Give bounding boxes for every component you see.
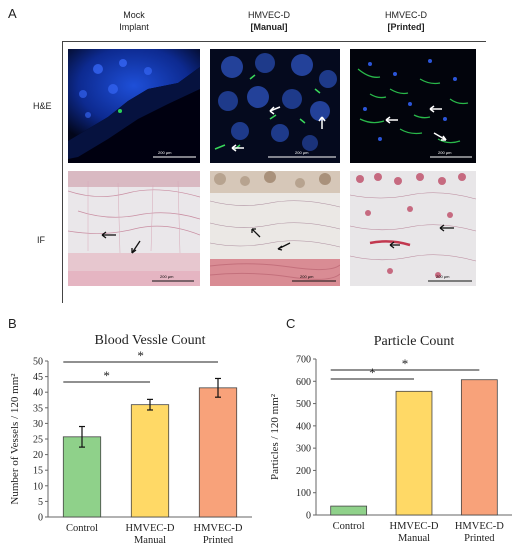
panel-label-b: B [8,316,17,331]
y-tick-label: 15 [33,466,43,477]
bar [460,379,498,516]
x-tick-label: Control [333,521,365,532]
bar [330,505,368,516]
blood-vessel-count-chart: Blood Vessle Count Number of Vessels / 12… [9,333,252,546]
y-tick-label: 0 [306,511,311,522]
panel-label-c: C [286,316,296,331]
bar [395,390,433,516]
micrograph-printed-top: 200 µm [350,49,476,163]
y-tick-label: 400 [296,421,311,432]
micrograph-manual-top: 200 µm [210,49,340,163]
scale-bar-label: 200 µm [300,274,314,279]
y-tick-label: 5 [38,497,43,508]
y-tick-label: 45 [33,372,43,383]
x-tick-label: Printed [464,533,495,544]
y-tick-label: 500 [296,399,311,410]
x-tick-label: HMVEC-D [126,523,175,534]
particle-count-chart: Particle Count Particles / 120 mm² 0 100 200… [269,334,512,544]
bar [62,436,102,518]
column-header-mock: Mock Implant [79,9,189,33]
micrograph-printed-bottom: 200 µm [350,171,476,286]
chart-title: Blood Vessle Count [95,333,206,348]
significance-marker: * [402,356,409,371]
significance-marker: * [369,365,376,380]
y-tick-label: 600 [296,377,311,388]
panel-label-a: A [8,6,17,21]
significance-marker: * [103,368,110,383]
scale-bar-label: 200 µm [436,274,450,279]
y-tick-label: 35 [33,403,43,414]
y-tick-label: 700 [296,355,311,366]
x-tick-label: Printed [203,535,234,546]
column-header-manual-line1: HMVEC-D [248,10,290,20]
x-tick-label: HMVEC-D [455,521,504,532]
row-label-if: IF [37,235,45,245]
x-tick-label: Manual [134,535,166,546]
scale-bar-label: 200 µm [295,150,309,155]
column-header-printed-line1: HMVEC-D [385,10,427,20]
y-tick-label: 100 [296,488,311,499]
y-tick-label: 20 [33,450,43,461]
micrograph-manual-bottom: 200 µm [210,171,340,286]
bar [130,404,170,518]
column-header-printed: HMVEC-D [Printed] [351,9,461,33]
y-tick-label: 300 [296,444,311,455]
row-label-he: H&E [33,101,52,111]
y-axis-label: Particles / 120 mm² [269,393,281,480]
chart-title: Particle Count [374,334,455,349]
column-header-manual: HMVEC-D [Manual] [214,9,324,33]
x-tick-label: Control [66,523,98,534]
y-tick-label: 40 [33,388,43,399]
scale-bar-label: 200 µm [438,150,452,155]
scale-bar-label: 200 µm [158,150,172,155]
side-rule [62,41,63,303]
header-rule [62,41,486,42]
y-tick-label: 30 [33,419,43,430]
x-tick-label: HMVEC-D [390,521,439,532]
micrograph-mock-bottom: 200 µm [68,171,200,286]
scale-bar-label: 200 µm [160,274,174,279]
x-tick-label: HMVEC-D [194,523,243,534]
column-header-manual-line2: [Manual] [250,22,288,32]
y-axis-label: Number of Vessels / 120 mm² [9,373,21,505]
significance-marker: * [137,348,144,363]
micrograph-mock-top: 200 µm [68,49,200,163]
y-tick-label: 0 [38,513,43,524]
y-tick-label: 50 [33,357,43,368]
column-header-mock-line2: Implant [119,22,149,32]
y-tick-label: 200 [296,466,311,477]
bar [198,387,238,518]
column-header-printed-line2: [Printed] [387,22,425,32]
x-tick-label: Manual [398,533,430,544]
column-header-mock-line1: Mock [123,10,145,20]
y-tick-label: 25 [33,435,43,446]
y-tick-label: 10 [33,481,43,492]
